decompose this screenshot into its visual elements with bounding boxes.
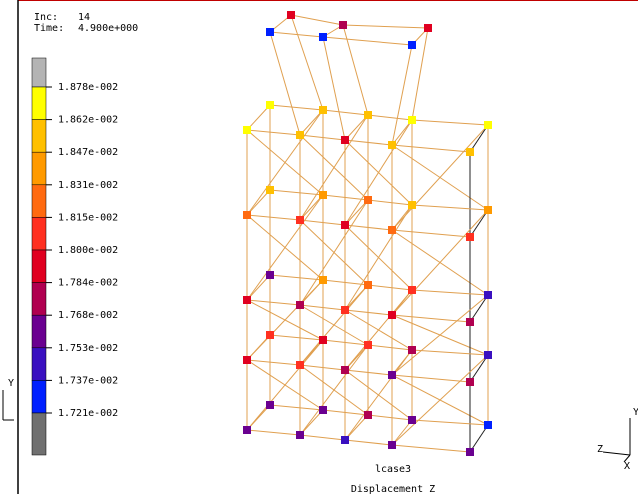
legend-label: 1.815e-002 xyxy=(58,212,118,223)
triad-label: X xyxy=(624,461,630,472)
legend-swatch xyxy=(32,152,46,185)
node xyxy=(484,291,492,299)
node xyxy=(408,116,416,124)
node xyxy=(243,211,251,219)
inc-value: 14 xyxy=(78,12,90,23)
triad-label: Y xyxy=(8,378,14,389)
node xyxy=(266,271,274,279)
node xyxy=(243,426,251,434)
node xyxy=(296,301,304,309)
node xyxy=(296,216,304,224)
node xyxy=(388,371,396,379)
node xyxy=(319,336,327,344)
node xyxy=(424,24,432,32)
node xyxy=(266,331,274,339)
node xyxy=(296,131,304,139)
legend-label: 1.831e-002 xyxy=(58,180,118,191)
time-label: Time: xyxy=(34,23,64,34)
node xyxy=(319,406,327,414)
legend-swatch xyxy=(32,120,46,153)
node xyxy=(266,401,274,409)
legend-swatch xyxy=(32,87,46,120)
node xyxy=(388,441,396,449)
legend-swatch xyxy=(32,283,46,316)
node xyxy=(319,276,327,284)
triad-label: Z xyxy=(597,444,603,455)
legend-label: 1.784e-002 xyxy=(58,278,118,289)
viewport: Inc: 14 Time: 4.900e+000 1.878e-002 1.862… xyxy=(0,0,638,494)
legend-swatch xyxy=(32,380,46,413)
node xyxy=(364,411,372,419)
node xyxy=(266,101,274,109)
node xyxy=(364,281,372,289)
node xyxy=(319,106,327,114)
node xyxy=(484,206,492,214)
legend-label: 1.721e-002 xyxy=(58,408,118,419)
legend-label: 1.862e-002 xyxy=(58,115,118,126)
node xyxy=(319,33,327,41)
node xyxy=(364,341,372,349)
legend-label: 1.847e-002 xyxy=(58,147,118,158)
node xyxy=(408,416,416,424)
node xyxy=(484,121,492,129)
legend-swatch xyxy=(32,413,46,455)
node xyxy=(341,136,349,144)
node xyxy=(388,311,396,319)
node xyxy=(339,21,347,29)
node xyxy=(341,436,349,444)
legend-swatch xyxy=(32,315,46,348)
node xyxy=(466,378,474,386)
legend-label: 1.753e-002 xyxy=(58,343,118,354)
node xyxy=(408,346,416,354)
legend-label: 1.878e-002 xyxy=(58,82,118,93)
node xyxy=(243,356,251,364)
node xyxy=(296,431,304,439)
node xyxy=(341,306,349,314)
time-value: 4.900e+000 xyxy=(78,23,138,34)
quantity: Displacement Z xyxy=(351,484,435,494)
node xyxy=(466,233,474,241)
node xyxy=(341,221,349,229)
node xyxy=(364,196,372,204)
node xyxy=(388,141,396,149)
node xyxy=(484,351,492,359)
node xyxy=(408,286,416,294)
node xyxy=(243,296,251,304)
node xyxy=(466,318,474,326)
legend-label: 1.768e-002 xyxy=(58,310,118,321)
legend-label: 1.737e-002 xyxy=(58,375,118,386)
node xyxy=(466,448,474,456)
legend-swatch xyxy=(32,250,46,283)
node xyxy=(266,28,274,36)
triad-label: Y xyxy=(633,407,638,418)
node xyxy=(287,11,295,19)
node xyxy=(319,191,327,199)
legend-swatch xyxy=(32,185,46,218)
node xyxy=(364,111,372,119)
node xyxy=(341,366,349,374)
legend-swatch xyxy=(32,217,46,250)
legend-label: 1.800e-002 xyxy=(58,245,118,256)
load-case: lcase3 xyxy=(375,464,411,475)
node xyxy=(296,361,304,369)
node xyxy=(408,41,416,49)
node xyxy=(484,421,492,429)
node xyxy=(388,226,396,234)
node xyxy=(466,148,474,156)
node xyxy=(408,201,416,209)
inc-label: Inc: xyxy=(34,12,58,23)
legend-swatch xyxy=(32,348,46,381)
node xyxy=(243,126,251,134)
node xyxy=(266,186,274,194)
legend-swatch xyxy=(32,58,46,87)
